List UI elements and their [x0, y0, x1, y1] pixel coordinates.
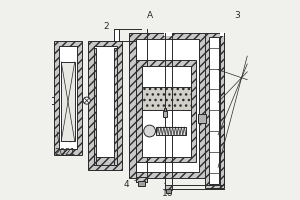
Bar	[164, 108, 166, 111]
Bar	[59, 46, 77, 149]
Bar	[163, 111, 167, 117]
Bar	[54, 41, 82, 155]
Bar	[136, 60, 196, 162]
Bar	[114, 48, 117, 165]
Bar	[157, 127, 186, 135]
Bar	[61, 62, 75, 141]
Bar	[129, 33, 205, 178]
Bar	[94, 157, 117, 165]
Bar	[142, 87, 191, 110]
Text: 21: 21	[65, 110, 76, 157]
Text: 4: 4	[124, 179, 138, 189]
Bar	[136, 177, 147, 182]
Circle shape	[83, 97, 90, 104]
Bar	[209, 37, 219, 184]
Bar	[220, 32, 224, 36]
Circle shape	[144, 125, 155, 137]
Text: 2: 2	[103, 22, 109, 31]
Bar	[198, 114, 206, 123]
Bar	[94, 48, 96, 165]
Text: A: A	[147, 11, 153, 20]
Text: 3: 3	[235, 11, 240, 20]
Text: 16: 16	[161, 183, 173, 198]
Bar	[114, 29, 118, 41]
Bar	[136, 39, 199, 172]
Bar	[164, 32, 173, 36]
Bar	[94, 46, 117, 165]
Bar	[165, 185, 172, 190]
Bar	[166, 189, 171, 193]
Bar	[205, 33, 224, 188]
Bar	[88, 41, 122, 170]
Text: 20: 20	[55, 132, 66, 157]
Bar	[142, 66, 191, 157]
Bar	[138, 181, 146, 186]
